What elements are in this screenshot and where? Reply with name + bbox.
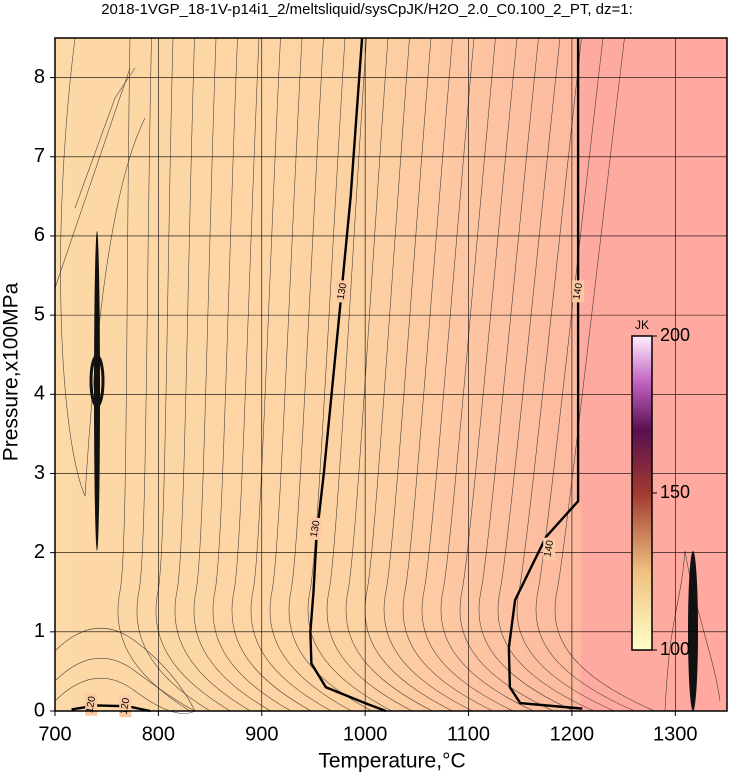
thin-contour (74, 67, 136, 209)
y-tick-label: 3 (34, 462, 45, 484)
thin-contour (250, 37, 332, 712)
thin-contour (440, 37, 534, 712)
y-tick-label: 0 (34, 699, 45, 721)
contour-label: 130 (336, 282, 350, 301)
x-tick-label: 1100 (447, 723, 490, 745)
thin-contour (193, 37, 271, 712)
x-tick-label: 800 (142, 723, 175, 745)
chart-title: 2018-1VGP_18-1V-p14i1_2/meltsliquid/sysC… (101, 1, 633, 18)
thin-contour (54, 657, 196, 712)
thin-contour (364, 37, 453, 712)
colorbar (631, 335, 653, 651)
x-tick-label: 700 (38, 723, 71, 745)
y-tick-label: 1 (34, 620, 45, 642)
x-tick-label: 1200 (550, 723, 595, 745)
thin-contour (60, 37, 146, 497)
artifact (688, 551, 698, 711)
x-tick-label: 1300 (653, 723, 698, 745)
thin-contour (54, 627, 196, 712)
plot-background (55, 38, 727, 711)
y-axis-label: Pressure,x100MPa (0, 282, 23, 461)
y-tick-label: 7 (34, 145, 45, 167)
thin-contour (402, 37, 494, 712)
thin-contour (54, 67, 131, 289)
y-tick-label: 4 (34, 383, 45, 405)
thin-contours (54, 37, 721, 714)
y-tick-label: 5 (34, 303, 45, 325)
x-tick-label: 900 (245, 723, 278, 745)
artifact (89, 354, 105, 408)
thin-contour (459, 37, 554, 712)
plot-frame (54, 37, 728, 712)
thin-contour (497, 37, 595, 712)
contour-label: 140 (542, 539, 556, 558)
contour-label: 140 (571, 282, 585, 301)
x-axis-label: Temperature,°C (318, 750, 465, 773)
x-tick-label: 1000 (343, 723, 388, 745)
contour-label-bg (309, 517, 322, 540)
thin-contour (288, 37, 372, 712)
thin-contour (136, 37, 211, 712)
thin-contour (307, 37, 393, 712)
thin-contour (212, 37, 292, 712)
thin-contour (326, 37, 413, 712)
colorbar-tick-label: 100 (660, 639, 690, 659)
thin-contour (383, 37, 473, 712)
y-tick-label: 2 (34, 541, 45, 563)
y-tick-label: 6 (34, 224, 45, 246)
thin-contour (155, 37, 231, 712)
contour-line (507, 38, 583, 710)
thin-contour (345, 37, 433, 712)
thin-contour (664, 550, 721, 712)
thin-contour (554, 37, 655, 712)
thin-contour (478, 37, 574, 712)
thin-contour (516, 37, 615, 712)
artifact (94, 231, 100, 551)
contour-label-bg (543, 537, 556, 560)
thin-contour (231, 37, 312, 712)
thin-contour (117, 37, 191, 712)
contour-label: 120 (84, 695, 98, 714)
contour-line (309, 37, 387, 713)
colorbar-label: JK (635, 318, 649, 332)
contour-label: 130 (309, 519, 323, 538)
colorbar-tick-label: 200 (660, 325, 690, 345)
contour-label-bg (85, 693, 98, 716)
thin-contour (54, 677, 196, 714)
contour-line (71, 704, 151, 713)
thin-contour (174, 37, 251, 712)
thin-contour (269, 37, 352, 712)
contour-label-bg (336, 280, 349, 303)
thin-contour (421, 37, 514, 712)
contour-label-bg (572, 280, 585, 303)
y-tick-label: 8 (34, 66, 45, 88)
colorbar-tick-label: 150 (660, 482, 690, 502)
